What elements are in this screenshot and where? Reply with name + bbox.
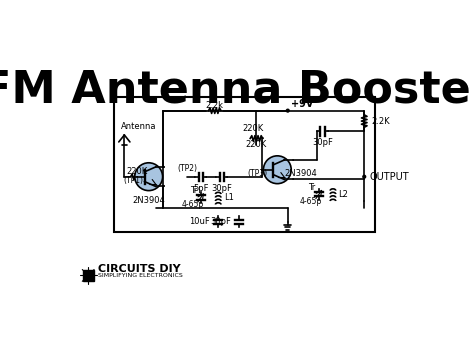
Text: Tr: Tr xyxy=(190,186,198,195)
Text: +9V: +9V xyxy=(291,99,314,108)
Text: 4-65p: 4-65p xyxy=(182,200,204,209)
Text: 2N3904: 2N3904 xyxy=(132,196,165,205)
Circle shape xyxy=(264,156,291,184)
Text: 220K: 220K xyxy=(246,139,267,149)
Text: 220K: 220K xyxy=(242,124,264,133)
Circle shape xyxy=(135,163,163,190)
Text: (TP3): (TP3) xyxy=(248,169,268,178)
Text: 5pF: 5pF xyxy=(193,184,209,193)
Text: 30pF: 30pF xyxy=(210,218,231,226)
Text: FM Antenna Booster: FM Antenna Booster xyxy=(0,69,474,112)
Text: CIRCUITS DIY: CIRCUITS DIY xyxy=(98,264,181,274)
Text: (TP1): (TP1) xyxy=(123,176,144,185)
Circle shape xyxy=(286,109,289,112)
Text: L1: L1 xyxy=(224,193,234,202)
Text: OUTPUT: OUTPUT xyxy=(370,172,410,182)
Text: SIMPLIFYING ELECTRONICS: SIMPLIFYING ELECTRONICS xyxy=(98,273,182,278)
Text: Tr: Tr xyxy=(309,183,316,191)
Text: (TP2): (TP2) xyxy=(177,164,197,173)
Text: 30pF: 30pF xyxy=(312,138,333,147)
Text: 10uF: 10uF xyxy=(189,218,210,226)
Circle shape xyxy=(363,175,365,178)
Text: 4-65p: 4-65p xyxy=(300,196,322,206)
Text: 30pF: 30pF xyxy=(211,184,232,193)
Text: 2.2K: 2.2K xyxy=(371,117,390,126)
Text: L2: L2 xyxy=(338,190,348,199)
FancyBboxPatch shape xyxy=(82,270,94,281)
Text: 2.2k: 2.2k xyxy=(206,101,224,109)
Text: Antenna: Antenna xyxy=(121,122,156,132)
Text: 2N3904: 2N3904 xyxy=(284,169,317,178)
Text: 220K: 220K xyxy=(126,166,147,176)
